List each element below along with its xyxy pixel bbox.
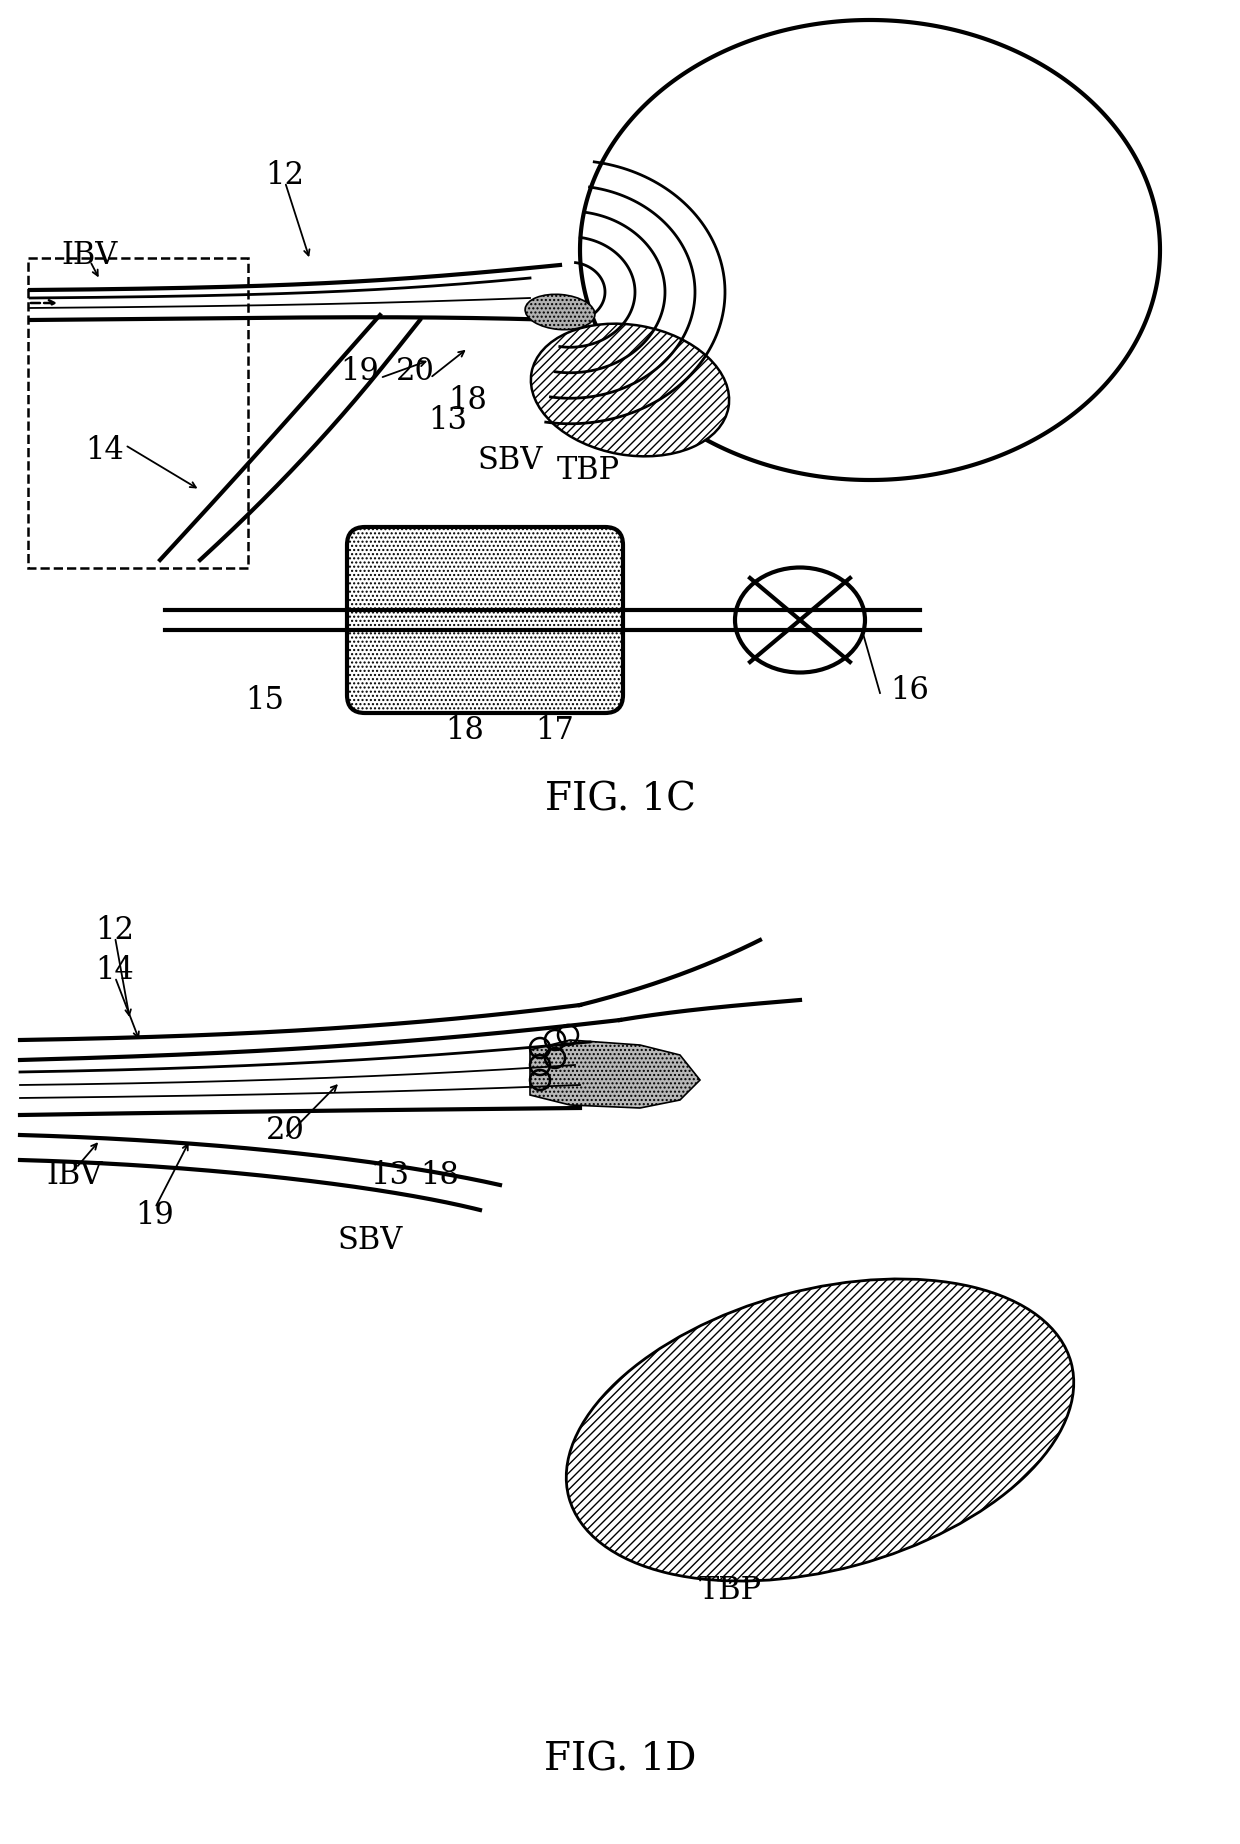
Text: 13: 13 bbox=[429, 404, 467, 435]
Ellipse shape bbox=[525, 295, 595, 330]
Text: 14: 14 bbox=[95, 955, 134, 985]
Text: IBV: IBV bbox=[62, 240, 118, 271]
Text: 18: 18 bbox=[449, 385, 487, 415]
Ellipse shape bbox=[735, 568, 866, 673]
Ellipse shape bbox=[567, 1280, 1074, 1580]
Bar bbox=[29, 258, 248, 568]
Polygon shape bbox=[529, 1040, 701, 1108]
Text: 20: 20 bbox=[265, 1114, 305, 1145]
Text: 13: 13 bbox=[371, 1160, 409, 1191]
Text: 19: 19 bbox=[341, 356, 379, 387]
Text: 12: 12 bbox=[95, 915, 134, 946]
Text: 20: 20 bbox=[396, 356, 434, 387]
Text: SBV: SBV bbox=[337, 1224, 403, 1256]
Text: 18: 18 bbox=[445, 714, 485, 745]
Text: 15: 15 bbox=[246, 684, 284, 715]
Text: 17: 17 bbox=[536, 714, 574, 745]
Text: 12: 12 bbox=[265, 159, 305, 190]
Text: FIG. 1C: FIG. 1C bbox=[544, 782, 696, 819]
Polygon shape bbox=[580, 20, 1159, 479]
Text: TBP: TBP bbox=[698, 1575, 761, 1606]
Text: 18: 18 bbox=[420, 1160, 460, 1191]
Text: 14: 14 bbox=[86, 435, 124, 465]
Text: IBV: IBV bbox=[47, 1160, 103, 1191]
Text: 16: 16 bbox=[890, 675, 930, 706]
FancyBboxPatch shape bbox=[347, 527, 622, 714]
Text: SBV: SBV bbox=[477, 444, 543, 476]
Text: TBP: TBP bbox=[557, 454, 620, 485]
Text: FIG. 1D: FIG. 1D bbox=[544, 1741, 696, 1778]
Ellipse shape bbox=[531, 325, 729, 455]
Text: 19: 19 bbox=[135, 1199, 175, 1230]
